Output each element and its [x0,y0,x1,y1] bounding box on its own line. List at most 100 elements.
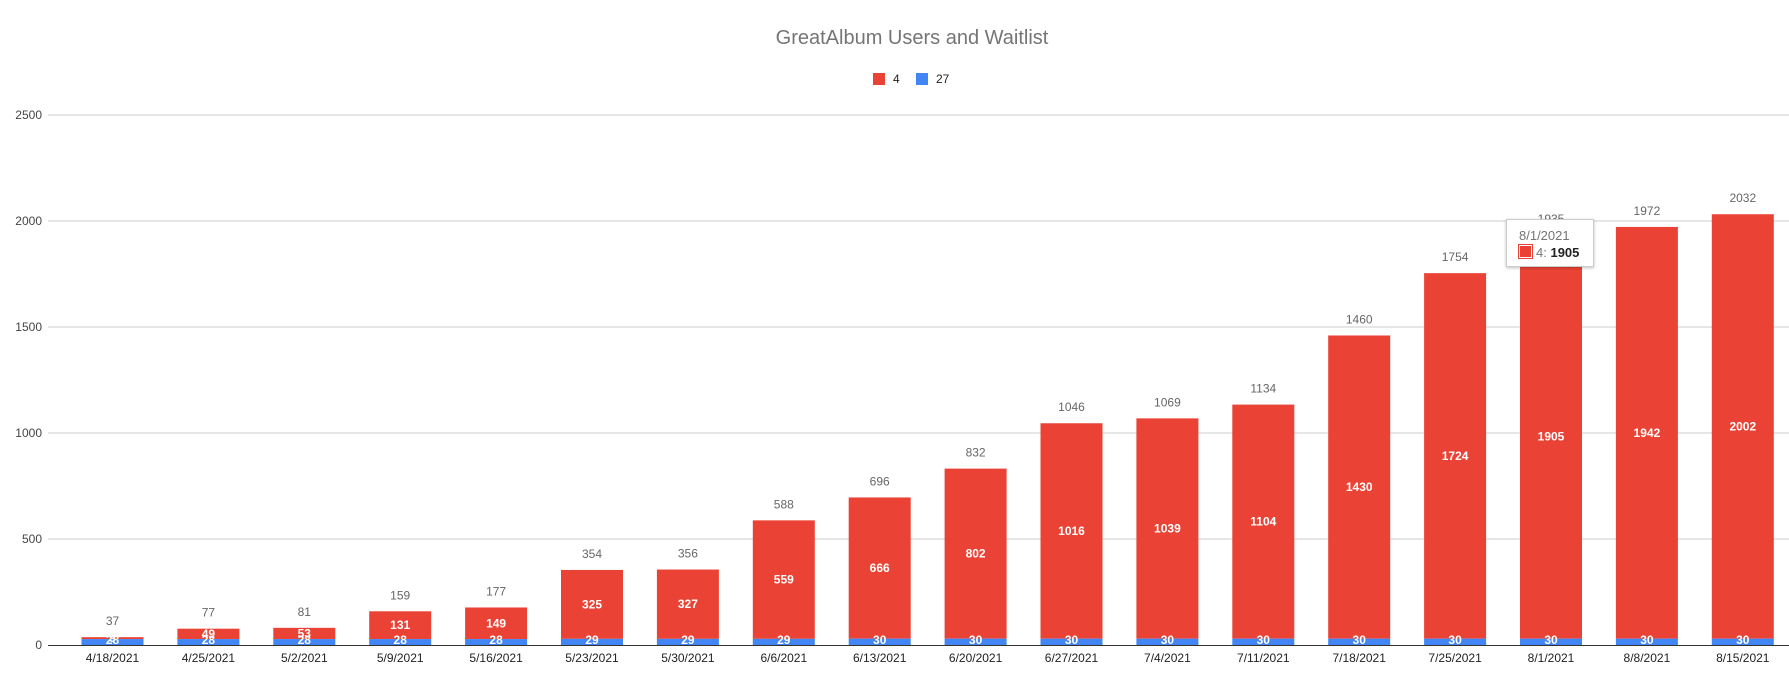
data-label-4: 559 [774,573,794,587]
legend-label: 4 [893,72,900,86]
bar-segment-27[interactable] [848,638,911,645]
bar-segment-4[interactable] [1232,404,1295,639]
data-label-4: 1942 [1634,426,1661,440]
x-tick-label: 5/2/2021 [281,651,328,665]
total-label: 159 [390,588,410,602]
bar-segment-4[interactable] [1615,226,1678,639]
tooltip-swatch [1518,244,1533,259]
total-label: 1460 [1346,312,1373,326]
total-label: 37 [106,614,120,628]
data-label-27: 28 [489,633,503,647]
y-tick-label: 1500 [15,320,42,334]
bar-segment-4[interactable] [944,468,1007,639]
tooltip-value: 1905 [1550,245,1580,260]
data-label-4: 1016 [1058,524,1085,538]
total-label: 1069 [1154,395,1181,409]
y-tick-label: 1000 [15,426,42,440]
bar-segment-27[interactable] [465,639,528,645]
x-tick-label: 7/18/2021 [1333,651,1387,665]
x-tick-label: 7/11/2021 [1237,651,1290,665]
total-label: 696 [870,474,890,488]
y-tick-label: 2500 [15,108,42,122]
bar-segment-27[interactable] [81,639,144,645]
bar-segment-27[interactable] [177,639,240,645]
bar-segment-4[interactable] [848,497,911,639]
bar-segment-4[interactable] [81,637,144,640]
x-tick-label: 6/20/2021 [949,651,1003,665]
y-tick-label: 2000 [15,214,42,228]
bar-segment-27[interactable] [1040,638,1103,645]
total-label: 177 [486,584,506,598]
bar-segment-4[interactable] [1136,418,1199,639]
legend-swatch [873,73,885,85]
data-label-27: 30 [1736,633,1750,647]
bar-segment-27[interactable] [1520,638,1582,645]
bar-segment-4[interactable] [1711,214,1774,639]
data-label-27: 30 [1448,633,1462,647]
x-tick-label: 6/27/2021 [1045,651,1099,665]
bar-segment-4[interactable] [1328,335,1391,639]
bar-segment-27[interactable] [1615,638,1678,645]
bar-segment-4[interactable] [1520,234,1582,639]
total-label: 81 [298,605,312,619]
tooltip-series-name: 4 [1536,245,1544,260]
data-label-27: 30 [1353,633,1367,647]
data-label-27: 30 [1544,633,1558,647]
data-label-27: 29 [777,633,791,647]
total-label: 1046 [1058,400,1085,414]
total-label: 356 [678,547,698,561]
data-label-27: 30 [873,633,887,647]
bar-segment-4[interactable] [1040,423,1103,639]
x-tick-label: 6/6/2021 [760,651,807,665]
data-label-4: 9 [109,631,116,645]
bar-segment-4[interactable] [656,569,719,639]
bar-segment-4[interactable] [177,628,240,640]
x-tick-label: 5/23/2021 [565,651,619,665]
bar-segment-4[interactable] [273,627,336,640]
total-label: 588 [774,497,794,511]
data-label-4: 49 [202,627,216,641]
bar-segment-27[interactable] [1136,638,1199,645]
total-label: 2032 [1729,191,1756,205]
bar-segment-27[interactable] [944,638,1007,645]
data-label-27: 29 [585,633,599,647]
bar-segment-4[interactable] [369,611,432,640]
legend-swatch [916,73,928,85]
x-axis: 4/18/2021 4/25/2021 5/2/2021 5/9/2021 5/16/2… [48,645,1789,665]
data-label-4: 1104 [1250,515,1276,529]
data-label-27: 30 [1640,633,1654,647]
bar-segment-4[interactable] [561,569,623,639]
bar-segment-27[interactable] [561,638,623,645]
data-label-27: 30 [1161,633,1175,647]
bar-segment-27[interactable] [1711,638,1774,645]
bar-segment-27[interactable] [752,638,815,645]
x-tick-label: 5/30/2021 [661,651,715,665]
data-label-4: 131 [390,618,410,632]
y-tick-label: 0 [35,638,42,652]
x-tick-label: 7/4/2021 [1144,651,1191,665]
total-label: 832 [966,446,986,460]
total-label: 1754 [1442,250,1469,264]
bar-segment-27[interactable] [1424,638,1487,645]
bar-segment-4[interactable] [465,607,528,640]
bar-segment-27[interactable] [656,638,719,645]
bar-segment-4[interactable] [752,520,815,639]
data-label-4: 802 [966,547,986,561]
bar-segment-4[interactable] [1424,273,1487,639]
bar-segment-27[interactable] [273,639,336,645]
data-label-27: 28 [298,633,312,647]
bar-segment-27[interactable] [1328,638,1391,645]
bar-segment-27[interactable] [1232,638,1295,645]
bar-segment-27[interactable] [369,639,432,645]
chart-title: GreatAlbum Users and Waitlist [776,27,1049,49]
data-label-27: 28 [394,633,408,647]
x-tick-label: 4/25/2021 [182,651,236,665]
data-label-4: 53 [298,626,312,640]
bars: 9283749287753288113128159149281773252935… [81,191,1774,647]
total-label: 354 [582,547,602,561]
x-tick-label: 8/15/2021 [1716,651,1770,665]
data-label-27: 30 [1257,633,1271,647]
tooltip-separator: : [1543,245,1551,260]
data-label-4: 149 [486,616,506,630]
